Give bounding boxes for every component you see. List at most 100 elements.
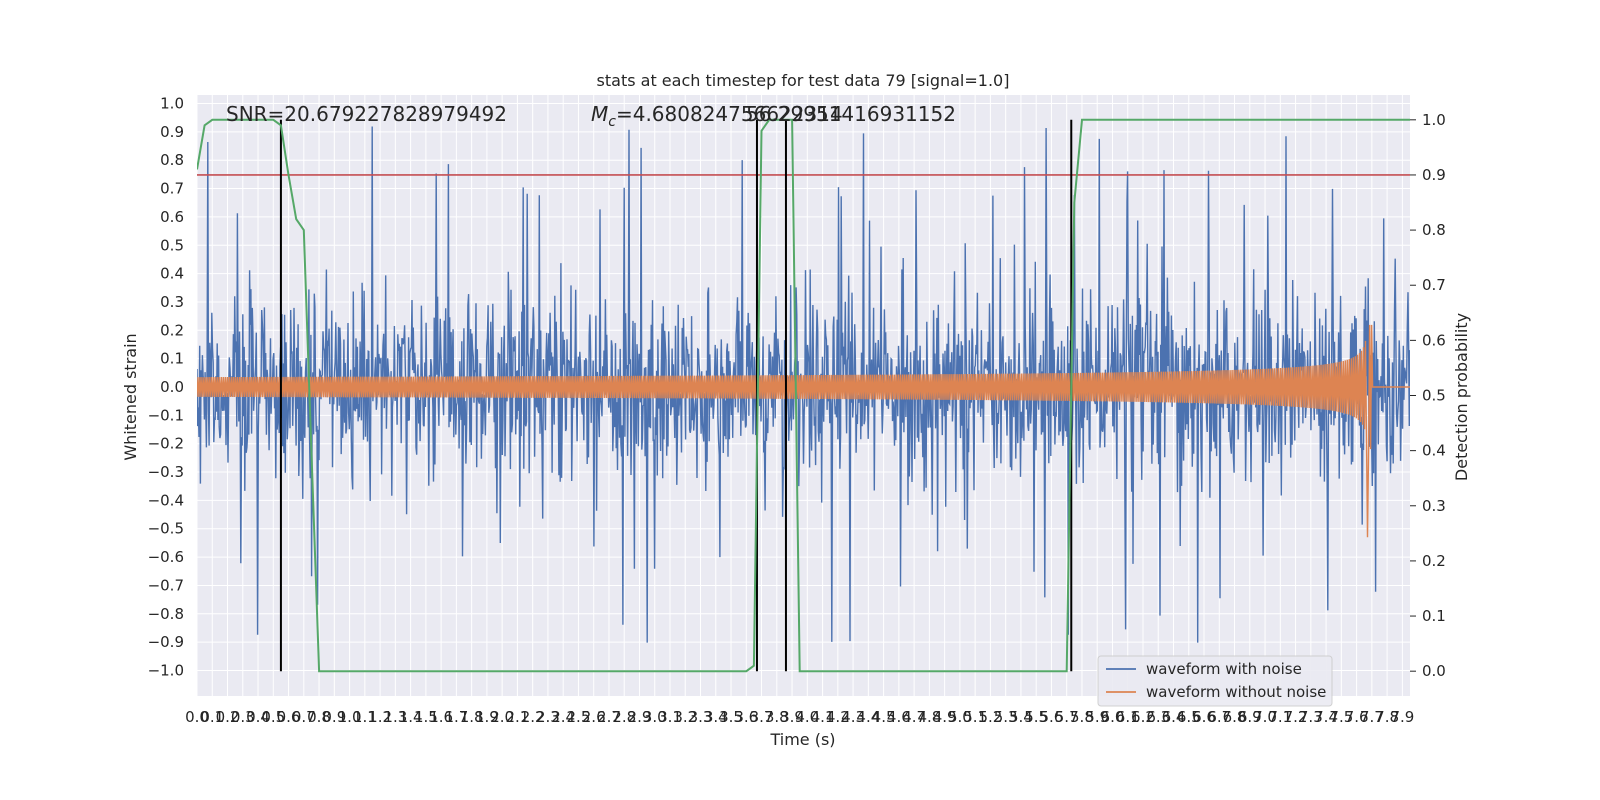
series-waveform-without-noise bbox=[197, 324, 1410, 538]
legend-label-clean: waveform without noise bbox=[1146, 683, 1326, 701]
y-tick-label: 0.1 bbox=[160, 350, 184, 368]
x-tick-label: 7.6 bbox=[1345, 708, 1369, 726]
x-tick-label: 4.5 bbox=[872, 708, 896, 726]
x-tick-label: 6.8 bbox=[1223, 708, 1247, 726]
x-tick-label: 4.8 bbox=[917, 708, 941, 726]
x-tick-label: 6.7 bbox=[1207, 708, 1231, 726]
y-tick-label: −0.3 bbox=[148, 463, 184, 481]
y-tick-label: 0.3 bbox=[160, 293, 184, 311]
x-tick-label: 4.0 bbox=[795, 708, 819, 726]
y-tick-label: 0.5 bbox=[160, 236, 184, 254]
x-tick-label: 1.1 bbox=[353, 708, 377, 726]
y2-tick-label: 0.9 bbox=[1422, 166, 1446, 184]
x-tick-label: 5.7 bbox=[1055, 708, 1079, 726]
x-tick-label: 7.4 bbox=[1314, 708, 1338, 726]
x-tick-label: 3.7 bbox=[750, 708, 774, 726]
x-tick-label: 4.4 bbox=[856, 708, 880, 726]
x-axis-label: Time (s) bbox=[769, 730, 835, 749]
x-tick-label: 4.3 bbox=[841, 708, 865, 726]
y-axis-label: Whitened strain bbox=[121, 333, 140, 460]
x-tick-label: 2.5 bbox=[567, 708, 591, 726]
x-tick-label: 0.0 bbox=[185, 708, 209, 726]
x-tick-label: 6.4 bbox=[1162, 708, 1186, 726]
x-tick-label: 1.8 bbox=[460, 708, 484, 726]
x-tick-label: 6.3 bbox=[1146, 708, 1170, 726]
x-tick-label: 0.6 bbox=[277, 708, 301, 726]
x-tick-label: 3.1 bbox=[658, 708, 682, 726]
x-tick-label: 0.5 bbox=[261, 708, 285, 726]
x-tick-label: 2.1 bbox=[505, 708, 529, 726]
y-tick-label: −0.4 bbox=[148, 491, 184, 509]
x-tick-label: 7.7 bbox=[1360, 708, 1384, 726]
x-tick-label: 4.6 bbox=[887, 708, 911, 726]
x-tick-label: 2.2 bbox=[521, 708, 545, 726]
y-tick-label: −0.6 bbox=[148, 548, 184, 566]
x-tick-label: 0.4 bbox=[246, 708, 270, 726]
x-tick-label: 4.1 bbox=[811, 708, 835, 726]
x-tick-label: 6.9 bbox=[1238, 708, 1262, 726]
y-axis-ticks: 1.0 0.9 0.8 0.7 0.6 0.5 0.4 0.3 0.2 0.1 0.0 −0.1 −0.… bbox=[148, 95, 184, 680]
x-tick-label: 5.0 bbox=[948, 708, 972, 726]
y2-axis-ticks: 1.0 0.9 0.8 0.7 0.6 0.5 0.4 0.3 0.2 0.1 0.0 bbox=[1410, 111, 1446, 680]
x-tick-label: 1.9 bbox=[475, 708, 499, 726]
legend-box bbox=[1097, 655, 1333, 707]
x-tick-label: 7.3 bbox=[1299, 708, 1323, 726]
x-tick-label: 0.8 bbox=[307, 708, 331, 726]
x-tick-label: 2.4 bbox=[551, 708, 575, 726]
x-tick-label: 2.7 bbox=[597, 708, 621, 726]
x-tick-label: 7.8 bbox=[1375, 708, 1399, 726]
y-tick-label: 0.8 bbox=[160, 151, 184, 169]
x-tick-label: 0.3 bbox=[231, 708, 255, 726]
x-tick-label: 4.9 bbox=[933, 708, 957, 726]
chirp-mass-value: =4.680824756622314 bbox=[616, 102, 843, 126]
snr-annotation: SNR=20.679227828979492 bbox=[226, 102, 507, 126]
x-tick-label: 1.5 bbox=[414, 708, 438, 726]
x-tick-label: 5.3 bbox=[994, 708, 1018, 726]
y2-tick-label: 0.2 bbox=[1422, 552, 1446, 570]
x-tick-label: 1.7 bbox=[444, 708, 468, 726]
x-tick-label: 5.5 bbox=[1024, 708, 1048, 726]
x-tick-label: 5.2 bbox=[978, 708, 1002, 726]
legend: waveform with noise waveform without noi… bbox=[1097, 655, 1333, 707]
chirp-mass-symbol: M bbox=[591, 102, 608, 126]
y-tick-label: 0.4 bbox=[160, 265, 184, 283]
x-tick-label: 2.9 bbox=[628, 708, 652, 726]
y2-tick-label: 0.4 bbox=[1422, 442, 1446, 460]
x-tick-label: 7.9 bbox=[1390, 708, 1414, 726]
chirp-mass-annotation: Mc=4.680824756622314 bbox=[591, 102, 843, 130]
x-tick-label: 3.8 bbox=[765, 708, 789, 726]
x-tick-label: 7.1 bbox=[1268, 708, 1292, 726]
y-tick-label: 0.0 bbox=[160, 378, 184, 396]
x-tick-label: 0.7 bbox=[292, 708, 316, 726]
y2-tick-label: 0.6 bbox=[1422, 331, 1446, 349]
y-tick-label: 0.7 bbox=[160, 180, 184, 198]
x-tick-label: 3.3 bbox=[689, 708, 713, 726]
y-tick-label: 0.2 bbox=[160, 321, 184, 339]
y2-tick-label: 1.0 bbox=[1422, 111, 1446, 129]
y-tick-label: −0.5 bbox=[148, 520, 184, 538]
y-tick-label: 0.6 bbox=[160, 208, 184, 226]
x-tick-label: 2.0 bbox=[490, 708, 514, 726]
x-tick-label: 5.8 bbox=[1070, 708, 1094, 726]
x-tick-label: 1.6 bbox=[429, 708, 453, 726]
x-tick-label: 2.6 bbox=[582, 708, 606, 726]
x-tick-label: 0.1 bbox=[200, 708, 224, 726]
y-tick-label: −0.9 bbox=[148, 633, 184, 651]
overlay-lines bbox=[197, 118, 1410, 673]
x-tick-label: 3.6 bbox=[734, 708, 758, 726]
y2-axis-label: Detection probability bbox=[1452, 313, 1471, 481]
x-tick-label: 5.1 bbox=[963, 708, 987, 726]
x-tick-label: 2.8 bbox=[612, 708, 636, 726]
x-tick-label: 1.3 bbox=[383, 708, 407, 726]
x-tick-label: 5.9 bbox=[1085, 708, 1109, 726]
y2-tick-label: 0.5 bbox=[1422, 387, 1446, 405]
y-tick-label: −0.7 bbox=[148, 576, 184, 594]
y-tick-label: 0.9 bbox=[160, 123, 184, 141]
x-tick-label: 1.0 bbox=[338, 708, 362, 726]
x-tick-label: 1.4 bbox=[399, 708, 423, 726]
x-tick-label: 4.2 bbox=[826, 708, 850, 726]
x-tick-label: 5.6 bbox=[1040, 708, 1064, 726]
x-axis-ticks: 0.00.10.20.30.40.50.60.70.80.91.01.11.21… bbox=[185, 708, 1414, 726]
y-tick-label: −0.2 bbox=[148, 435, 184, 453]
